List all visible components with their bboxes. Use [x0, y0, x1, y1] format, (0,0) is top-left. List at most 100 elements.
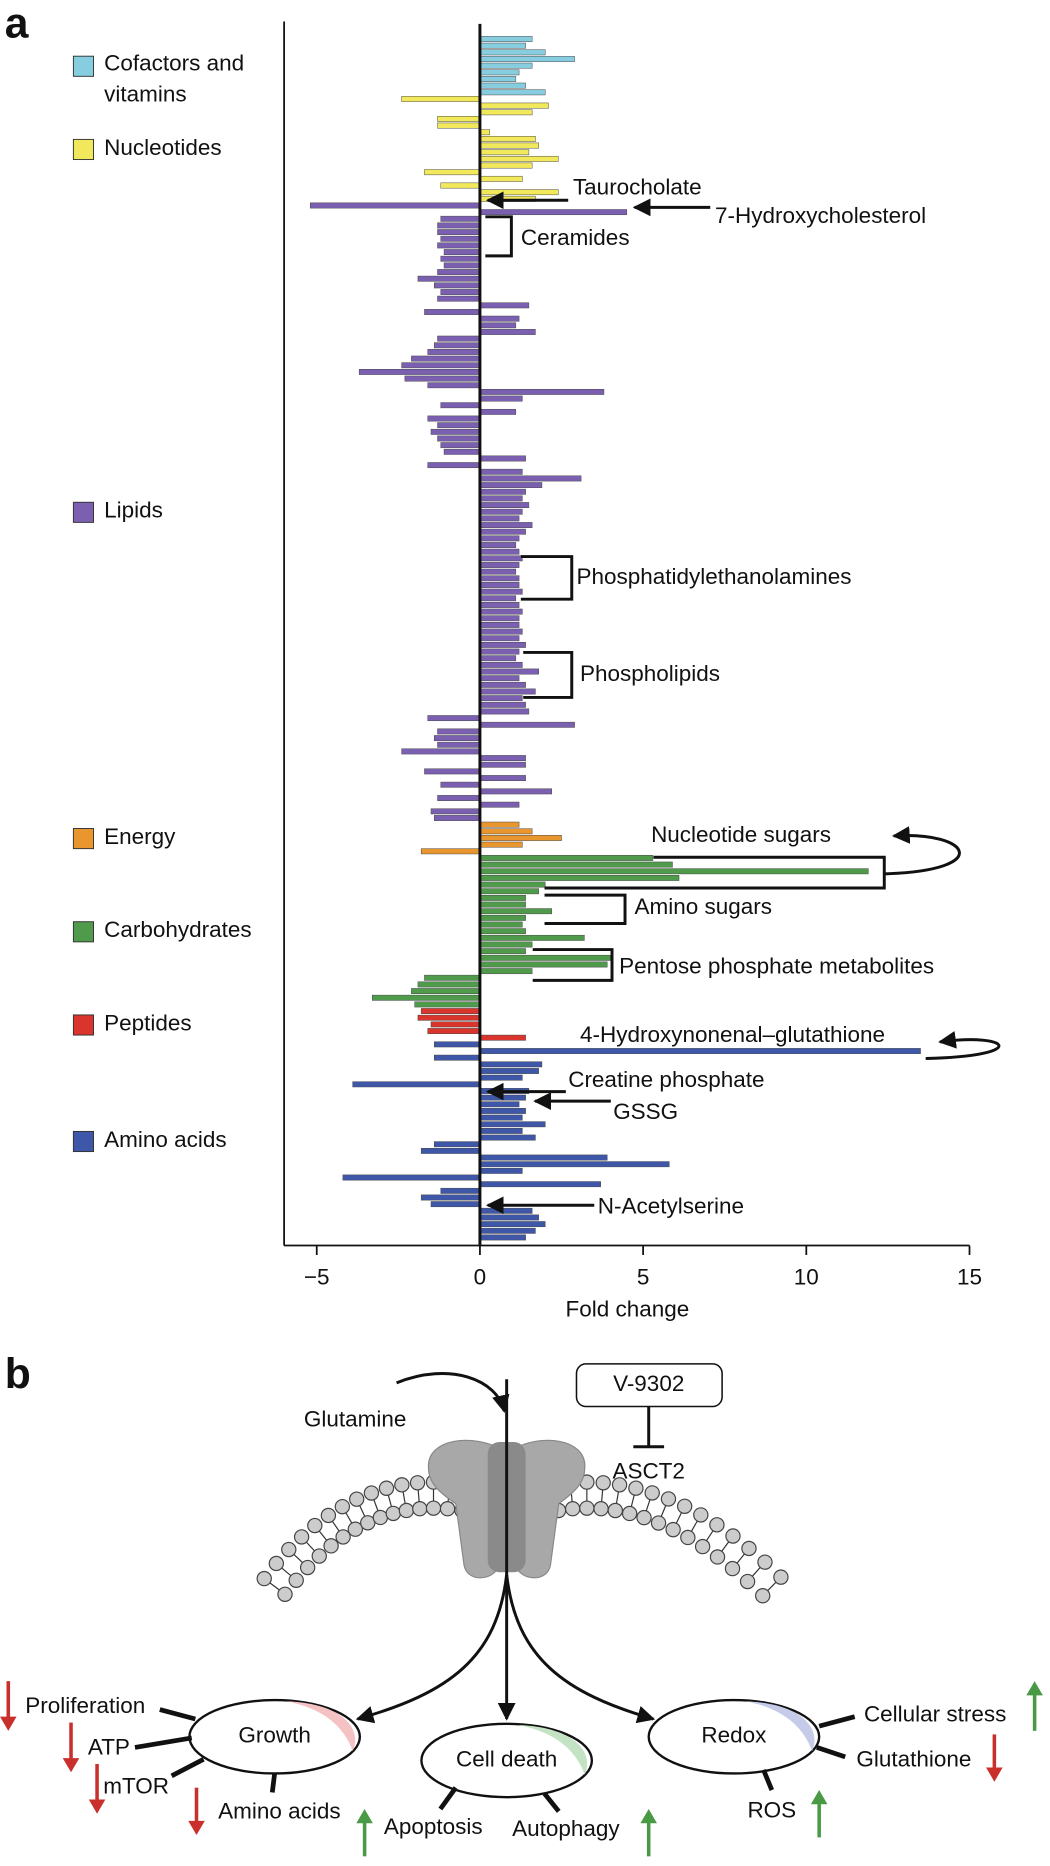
- effect-link: [159, 1707, 196, 1722]
- bar: [479, 661, 523, 668]
- bar: [479, 1094, 526, 1101]
- lipid-tail: [675, 1511, 683, 1525]
- bar: [479, 502, 530, 508]
- lipid-tail: [318, 1529, 328, 1542]
- lipid-tail: [645, 1498, 651, 1513]
- lipid-head: [680, 1529, 696, 1546]
- effect-label: mTOR: [103, 1774, 169, 1799]
- bar: [479, 1128, 523, 1134]
- bar: [434, 815, 481, 821]
- node-label: Growth: [238, 1723, 310, 1748]
- bar: [479, 695, 523, 702]
- legend-swatch: [72, 501, 94, 523]
- annotation-pointer: [523, 650, 574, 699]
- bar: [440, 781, 481, 788]
- bar: [479, 1061, 543, 1068]
- bar: [479, 1121, 546, 1128]
- lipid-head: [773, 1569, 789, 1585]
- bar: [479, 1207, 533, 1214]
- lipid-tail: [344, 1511, 353, 1525]
- bar: [479, 941, 533, 948]
- lipid-head: [621, 1505, 638, 1522]
- bar: [420, 1147, 481, 1154]
- bar: [479, 602, 520, 608]
- bar: [437, 335, 481, 342]
- bar: [479, 888, 539, 895]
- lipid-head: [288, 1572, 304, 1588]
- bar: [352, 1081, 481, 1088]
- inhibition: [633, 1406, 665, 1449]
- effect-label: Amino acids: [218, 1798, 340, 1823]
- bar: [479, 42, 526, 49]
- x-tick-label: 15: [957, 1265, 982, 1290]
- bar: [417, 981, 481, 988]
- bar: [440, 182, 481, 189]
- node-label: Redox: [701, 1723, 766, 1748]
- lipid-head: [409, 1475, 426, 1491]
- effect-label: Autophagy: [512, 1816, 620, 1841]
- effect-link: [134, 1735, 193, 1750]
- annotation: Ceramides: [521, 225, 630, 250]
- bar: [427, 349, 481, 355]
- curved-arrow: [885, 826, 961, 876]
- bar: [479, 934, 585, 941]
- bar: [479, 389, 605, 395]
- annotation: Taurocholate: [573, 174, 702, 199]
- legend-swatch: [72, 921, 94, 943]
- bar: [427, 1028, 481, 1034]
- trend-arrow-head: [1026, 1681, 1043, 1696]
- legend-label: Energy: [104, 824, 176, 849]
- bar: [424, 169, 481, 176]
- bar: [434, 1141, 481, 1148]
- lipid-tail: [766, 1580, 778, 1592]
- bar: [479, 1181, 601, 1188]
- x-tick-label: −5: [304, 1265, 330, 1290]
- annotation: N-Acetylserine: [598, 1194, 744, 1219]
- bar: [420, 848, 481, 855]
- bar: [479, 668, 539, 675]
- lipid-head: [636, 1509, 652, 1526]
- effect-link: [816, 1745, 846, 1760]
- legend-swatch: [72, 828, 94, 850]
- bar: [479, 761, 526, 768]
- bar: [479, 515, 520, 522]
- bar: [479, 1068, 539, 1074]
- bar: [479, 522, 533, 528]
- legend-swatch: [72, 55, 94, 77]
- bar: [479, 149, 530, 156]
- lipid-head: [311, 1548, 327, 1564]
- trend-arrow-head: [986, 1767, 1003, 1782]
- curved-arrow: [925, 1031, 1001, 1060]
- trend-arrow-head: [0, 1716, 17, 1731]
- effect-label: ATP: [88, 1735, 130, 1760]
- panel-label: b: [5, 1350, 31, 1398]
- transporter: [427, 1439, 504, 1579]
- bar: [440, 235, 481, 242]
- bar: [479, 1048, 921, 1054]
- bar: [437, 122, 481, 129]
- lipid-head: [412, 1501, 428, 1517]
- trend-arrow-head: [88, 1799, 106, 1814]
- bar: [479, 62, 533, 69]
- trend-arrow-head: [188, 1820, 205, 1836]
- trend-arrow-head: [810, 1790, 828, 1805]
- bar: [479, 175, 523, 182]
- lipid-head: [320, 1507, 337, 1524]
- bar: [430, 808, 481, 815]
- bar: [479, 635, 520, 642]
- bar: [479, 395, 523, 402]
- x-axis-label: Fold change: [566, 1297, 690, 1322]
- bar: [479, 681, 526, 688]
- lipid-head: [724, 1560, 741, 1577]
- bar: [434, 342, 481, 349]
- lipid-tail: [690, 1519, 699, 1533]
- bar: [479, 954, 611, 961]
- substrate-arrow: [396, 1372, 510, 1413]
- bar: [479, 1154, 608, 1161]
- bar: [479, 968, 533, 975]
- bar: [479, 721, 575, 728]
- effect-link: [269, 1773, 277, 1793]
- bar: [424, 768, 481, 775]
- lipid-head: [372, 1509, 389, 1526]
